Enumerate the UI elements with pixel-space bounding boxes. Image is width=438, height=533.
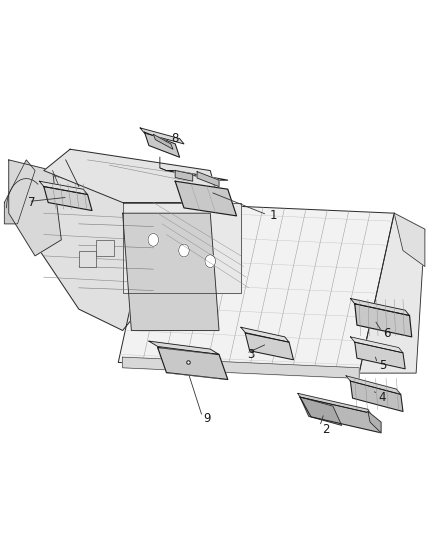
Polygon shape xyxy=(350,337,403,353)
Polygon shape xyxy=(166,171,228,180)
FancyBboxPatch shape xyxy=(96,240,114,256)
Polygon shape xyxy=(241,327,289,342)
Polygon shape xyxy=(368,411,381,433)
Text: 9: 9 xyxy=(204,412,211,425)
Polygon shape xyxy=(298,393,370,413)
Polygon shape xyxy=(44,149,219,203)
Polygon shape xyxy=(149,341,219,354)
Text: 5: 5 xyxy=(379,359,386,372)
Polygon shape xyxy=(350,381,403,411)
Polygon shape xyxy=(197,172,219,187)
Text: 7: 7 xyxy=(28,196,36,209)
Polygon shape xyxy=(394,213,425,266)
Polygon shape xyxy=(9,160,61,256)
Polygon shape xyxy=(22,171,153,330)
Text: 3: 3 xyxy=(247,348,255,361)
Polygon shape xyxy=(39,181,88,195)
Polygon shape xyxy=(123,203,241,293)
Circle shape xyxy=(205,255,215,268)
Polygon shape xyxy=(245,333,293,360)
Polygon shape xyxy=(300,397,381,433)
Polygon shape xyxy=(140,128,184,144)
FancyBboxPatch shape xyxy=(79,251,96,266)
Circle shape xyxy=(148,233,159,246)
Polygon shape xyxy=(350,298,410,316)
Polygon shape xyxy=(300,397,342,425)
Polygon shape xyxy=(118,203,394,373)
Text: 8: 8 xyxy=(171,132,178,145)
Text: 6: 6 xyxy=(383,327,391,340)
Polygon shape xyxy=(123,213,219,330)
Polygon shape xyxy=(145,132,180,157)
Polygon shape xyxy=(175,181,237,216)
Polygon shape xyxy=(158,348,228,379)
Polygon shape xyxy=(359,213,425,373)
Polygon shape xyxy=(4,160,35,224)
Polygon shape xyxy=(355,304,412,337)
Text: 1: 1 xyxy=(269,209,277,222)
Text: 4: 4 xyxy=(379,391,386,403)
Circle shape xyxy=(179,244,189,257)
Polygon shape xyxy=(175,171,193,181)
Polygon shape xyxy=(123,357,359,378)
Polygon shape xyxy=(153,134,173,149)
Text: 2: 2 xyxy=(322,423,329,435)
Polygon shape xyxy=(346,376,401,394)
Polygon shape xyxy=(355,342,405,369)
Polygon shape xyxy=(44,187,92,211)
